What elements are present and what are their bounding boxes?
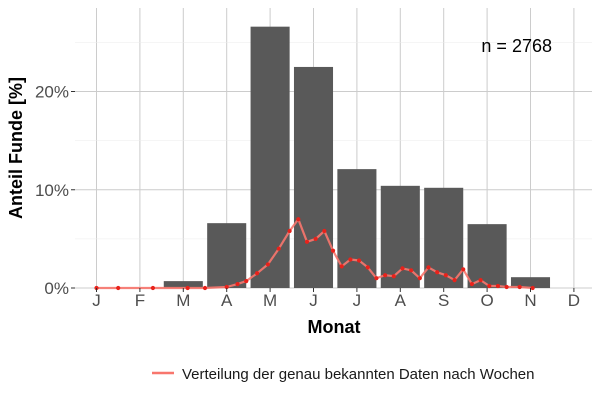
y-axis-ticks: 0% 10% 20% [35, 83, 75, 298]
series-point [461, 267, 466, 272]
series-point [530, 285, 535, 291]
series-point [365, 265, 370, 270]
series-point [244, 279, 249, 284]
x-tick-label: M [263, 291, 277, 310]
y-tick-label: 10% [35, 181, 69, 200]
x-tick-label: A [395, 291, 407, 310]
series-point [322, 228, 327, 234]
series-point [313, 236, 318, 241]
series-point [391, 274, 396, 279]
series-point [487, 283, 492, 289]
series-point [443, 273, 448, 278]
series-point [417, 276, 422, 281]
series-point [287, 228, 292, 234]
bar-j-6 [337, 169, 377, 288]
series-point [348, 257, 353, 262]
series-point [374, 276, 379, 281]
x-axis-title: Monat [308, 317, 361, 337]
series-point [356, 258, 362, 263]
y-tick-label: 0% [44, 279, 69, 298]
series-point [426, 265, 431, 270]
series-point [150, 285, 156, 291]
bar-a-3 [207, 223, 247, 288]
series-point [276, 246, 281, 251]
series-point [330, 248, 336, 253]
series-point [185, 285, 190, 291]
x-tick-label: D [568, 291, 580, 310]
x-tick-label: S [438, 291, 449, 310]
series-point [495, 283, 501, 289]
series-point [235, 281, 240, 287]
series-point [296, 217, 301, 222]
legend: Verteilung der genau bekannten Daten nac… [152, 366, 535, 383]
series-point [254, 271, 260, 276]
line-series [94, 217, 535, 291]
bar-s-8 [424, 187, 464, 288]
x-tick-label: N [524, 291, 536, 310]
x-tick-label: F [135, 291, 145, 310]
series-point [339, 264, 344, 269]
x-tick-label: M [176, 291, 190, 310]
series-point [202, 285, 208, 291]
x-tick-label: O [480, 291, 493, 310]
series-point [116, 285, 121, 291]
bar-m-4 [250, 26, 290, 289]
series-point [400, 266, 405, 271]
series-point [383, 273, 388, 278]
bars [163, 26, 551, 289]
y-axis-title: Anteil Funde [%] [6, 77, 26, 219]
series-point [517, 284, 522, 290]
bar-o-9 [467, 224, 507, 288]
y-tick-label: 20% [35, 83, 69, 102]
bar-m-2 [163, 281, 203, 288]
sample-size-annotation: n = 2768 [481, 36, 552, 56]
bar-j-5 [293, 66, 334, 289]
series-point [265, 262, 271, 267]
x-tick-label: J [92, 291, 101, 310]
x-tick-label: J [309, 291, 318, 310]
series-point [478, 278, 483, 283]
x-tick-label: A [221, 291, 233, 310]
series-point [504, 284, 509, 290]
series-point [435, 270, 440, 275]
x-tick-label: J [353, 291, 362, 310]
series-point [224, 284, 229, 290]
series-point [409, 268, 414, 273]
series-point [469, 281, 475, 287]
legend-label: Verteilung der genau bekannten Daten nac… [182, 366, 535, 383]
series-point [452, 278, 457, 283]
series-point [304, 239, 310, 244]
bar-n-10 [510, 277, 551, 288]
